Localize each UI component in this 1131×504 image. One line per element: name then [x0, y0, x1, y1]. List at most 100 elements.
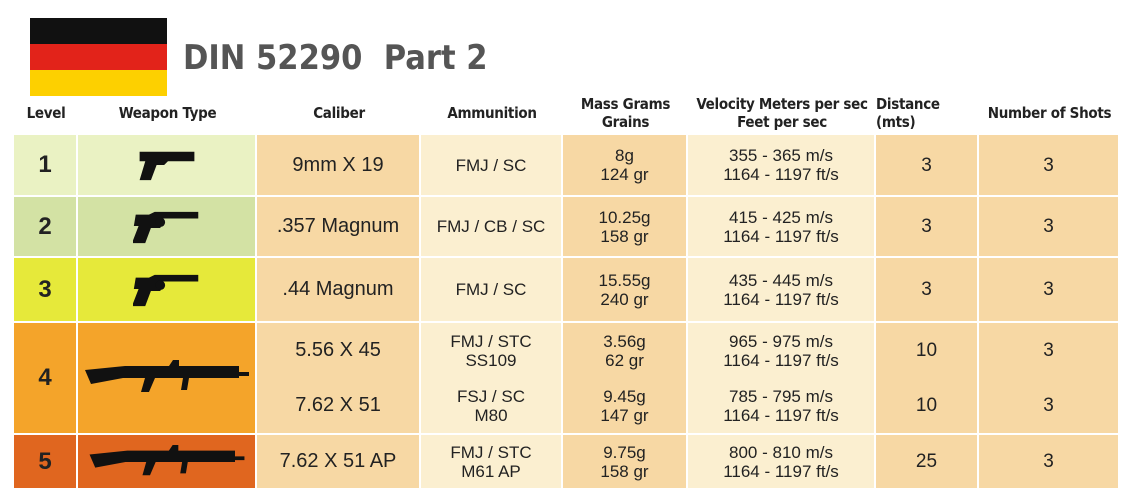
- mass: 8g 124 gr: [600, 146, 648, 184]
- weapon-cell: [78, 258, 255, 321]
- distance-cell: 3: [876, 197, 977, 256]
- mass-line: 3.56g: [603, 331, 646, 351]
- level-cell: 2: [14, 197, 76, 256]
- caliber-cell: 7.62 X 51 AP: [257, 435, 419, 488]
- distance: 25: [915, 451, 938, 472]
- velocity-line: 1164 - 1197 ft/s: [723, 289, 839, 309]
- velocity-line: 1164 - 1197 ft/s: [723, 165, 839, 184]
- velocity-cell: 415 - 425 m/s 1164 - 1197 ft/s: [688, 197, 874, 256]
- velocity-line: 1164 - 1197 ft/s: [723, 226, 839, 246]
- distance-cell: 25: [876, 435, 977, 488]
- mass-line: 8g: [615, 146, 634, 165]
- shots: 3: [1043, 395, 1054, 416]
- level-cell: 3: [14, 258, 76, 321]
- velocity-line: 1164 - 1197 ft/s: [723, 461, 839, 481]
- velocity-cell: 355 - 365 m/s 1164 - 1197 ft/s: [688, 135, 874, 195]
- caliber: 7.62 X 51: [295, 394, 381, 416]
- title: DIN 52290 Part 2: [183, 38, 488, 78]
- mass-line: 240 gr: [600, 289, 649, 309]
- mass: 10.25g 158 gr: [599, 208, 651, 246]
- velocity-line: 785 - 795 m/s: [729, 386, 833, 406]
- caliber: 5.56 X 45: [295, 339, 381, 361]
- ammunition: FMJ / CB / SC: [437, 217, 546, 236]
- mass-line: 158 gr: [600, 461, 649, 481]
- caliber-cell: 5.56 X 45 7.62 X 51: [257, 323, 419, 433]
- level-cell: 5: [14, 435, 76, 488]
- velocity-line: 800 - 810 m/s: [729, 442, 833, 462]
- mass: 9.45g 147 gr: [600, 387, 648, 425]
- shots: 3: [1043, 340, 1054, 361]
- mass-line: 62 gr: [605, 350, 644, 370]
- distance-cell: 10 10: [876, 323, 977, 433]
- mass-line: 15.55g: [598, 270, 651, 290]
- distance: 10: [915, 395, 938, 416]
- mass: 9.75g 158 gr: [600, 443, 648, 481]
- flag-gold: [30, 70, 167, 96]
- caliber: .44 Magnum: [282, 278, 394, 300]
- distance: 3: [921, 216, 932, 237]
- column-header-line: Mass Grams: [580, 95, 671, 113]
- mass-cell: 3.56g 62 gr 9.45g 147 gr: [563, 323, 686, 433]
- caliber-cell: 9mm X 19: [257, 135, 419, 195]
- velocity: 355 - 365 m/s 1164 - 1197 ft/s: [723, 146, 839, 184]
- ammunition-line: FSJ / SC: [456, 386, 525, 406]
- shots-cell: 3: [979, 435, 1118, 488]
- ammunition-line: FMJ / STC: [450, 331, 532, 351]
- velocity-line: 1164 - 1197 ft/s: [723, 405, 839, 425]
- shots-cell: 3: [979, 258, 1118, 321]
- level-cell: 4: [14, 323, 76, 433]
- velocity-cell: 800 - 810 m/s 1164 - 1197 ft/s: [688, 435, 874, 488]
- mass-line: 124 gr: [600, 165, 649, 184]
- column-header: Mass Grams Grains: [563, 90, 688, 136]
- column-header-line: Feet per sec: [737, 113, 827, 131]
- weapon-icon: [139, 151, 194, 181]
- weapon-icon: [84, 360, 249, 392]
- weapon-cell: [78, 197, 255, 256]
- shots-cell: 3: [979, 197, 1118, 256]
- shots-cell: 3: [979, 135, 1118, 195]
- weapon-cell: [78, 435, 255, 488]
- weapon-icon: [132, 211, 198, 243]
- velocity-line: 355 - 365 m/s: [729, 146, 833, 165]
- caliber: .357 Magnum: [276, 215, 400, 237]
- distance: 3: [921, 279, 932, 300]
- distance-cell: 3: [876, 135, 977, 195]
- velocity-line: 435 - 445 m/s: [729, 270, 833, 290]
- column-header: Level: [26, 104, 66, 122]
- caliber-cell: .44 Magnum: [257, 258, 419, 321]
- ammunition-line: FMJ / STC: [450, 442, 532, 462]
- velocity-cell: 965 - 975 m/s 1164 - 1197 ft/s 785 - 795 m…: [688, 323, 874, 433]
- mass-cell: 8g 124 gr: [563, 135, 686, 195]
- mass-line: 9.75g: [603, 442, 646, 462]
- column-header: Distance (mts): [876, 95, 940, 131]
- velocity-line: 965 - 975 m/s: [729, 331, 833, 351]
- mass-cell: 15.55g 240 gr: [563, 258, 686, 321]
- distance-cell: 3: [876, 258, 977, 321]
- shots: 3: [1043, 216, 1054, 237]
- shots: 3: [1043, 154, 1054, 176]
- distance: 3: [921, 154, 932, 176]
- weapon-icon: [89, 444, 244, 475]
- weapon-cell: [78, 135, 255, 195]
- ammunition-cell: FMJ / STC SS109 FSJ / SC M80: [421, 323, 561, 433]
- mass-cell: 10.25g 158 gr: [563, 197, 686, 256]
- weapon-icon: [132, 274, 198, 306]
- velocity: 415 - 425 m/s 1164 - 1197 ft/s: [723, 208, 839, 246]
- ammunition-line: SS109: [465, 350, 517, 370]
- velocity-line: 415 - 425 m/s: [729, 207, 833, 227]
- mass: 3.56g 62 gr: [603, 332, 646, 370]
- mass-line: 158 gr: [600, 226, 649, 246]
- column-header-line: Grains: [601, 113, 650, 131]
- column-header: Velocity Meters per sec Feet per sec: [688, 90, 876, 136]
- shots: 3: [1043, 451, 1054, 472]
- velocity: 785 - 795 m/s 1164 - 1197 ft/s: [723, 387, 839, 425]
- ammunition-cell: FMJ / STC M61 AP: [421, 435, 561, 488]
- ammunition-line: FMJ / SC: [455, 155, 527, 175]
- ammunition-cell: FMJ / SC: [421, 135, 561, 195]
- velocity: 800 - 810 m/s 1164 - 1197 ft/s: [723, 443, 839, 481]
- caliber: 9mm X 19: [292, 153, 384, 176]
- mass-line: 10.25g: [598, 207, 651, 227]
- mass: 15.55g 240 gr: [599, 271, 651, 309]
- ammunition: FMJ / SC: [456, 280, 527, 299]
